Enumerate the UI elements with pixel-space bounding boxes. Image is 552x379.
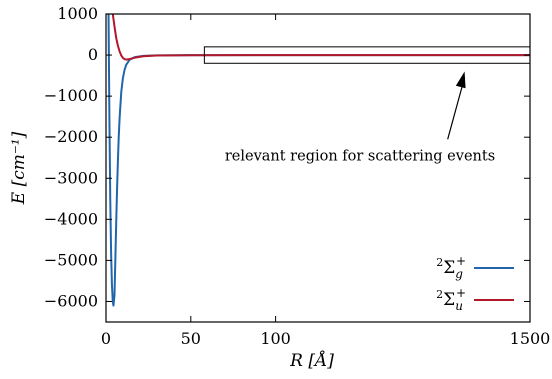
legend-label-u: 2Σu+ xyxy=(436,286,466,313)
annotation-arrow-shaft xyxy=(447,77,466,140)
x-tick-label: 50 xyxy=(181,329,201,348)
region-box xyxy=(203,46,531,64)
y-tick-label: −3000 xyxy=(44,168,98,187)
y-tick-label: −2000 xyxy=(44,127,98,146)
ticks-layer: 0 50 100 1500 1000 0 −1000 −2000 −3000 −4000 −5000… xyxy=(44,4,550,348)
annotation-arrow-head xyxy=(455,71,466,89)
series-layer xyxy=(107,14,530,307)
x-tick-label: 1500 xyxy=(510,329,551,348)
x-tick-label: 100 xyxy=(260,329,291,348)
y-tick-label: −6000 xyxy=(44,291,98,310)
x-tick-label: 0 xyxy=(101,329,111,348)
y-tick-label: −1000 xyxy=(44,86,98,105)
plot-frame xyxy=(105,13,531,323)
legend-label-g: 2Σg+ xyxy=(436,254,466,281)
annotation-layer: relevant region for scattering events xyxy=(203,46,531,165)
series-line-u xyxy=(111,14,530,61)
y-tick-label: 0 xyxy=(88,45,98,64)
annotation-text: relevant region for scattering events xyxy=(225,149,495,165)
x-axis-label: R [Å] xyxy=(289,350,334,371)
plot-area: 0 50 100 1500 1000 0 −1000 −2000 −3000 −4000 −5000… xyxy=(44,4,550,348)
y-tick-label: −5000 xyxy=(44,250,98,269)
y-tick-label: −4000 xyxy=(44,209,98,228)
y-tick-label: 1000 xyxy=(57,4,98,23)
y-axis-label: E [cm⁻¹] xyxy=(9,131,29,205)
legend: 2Σg+ 2Σu+ xyxy=(436,254,514,313)
